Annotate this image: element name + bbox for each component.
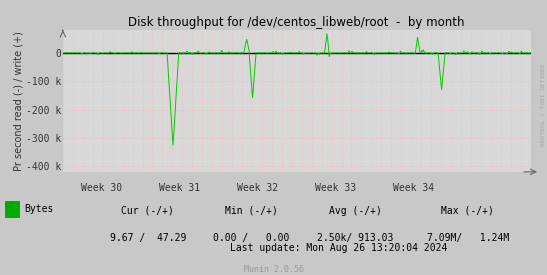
Text: Max (-/+): Max (-/+) <box>441 206 494 216</box>
Text: Week 30: Week 30 <box>81 183 123 193</box>
Text: 0.00 /   0.00: 0.00 / 0.00 <box>213 233 290 243</box>
Title: Disk throughput for /dev/centos_libweb/root  -  by month: Disk throughput for /dev/centos_libweb/r… <box>129 16 465 29</box>
Text: 9.67 /  47.29: 9.67 / 47.29 <box>109 233 186 243</box>
Text: Week 33: Week 33 <box>315 183 356 193</box>
Text: Avg (-/+): Avg (-/+) <box>329 206 382 216</box>
Text: 2.50k/ 913.03: 2.50k/ 913.03 <box>317 233 394 243</box>
Text: RRDTOOL / TOBI OETIKER: RRDTOOL / TOBI OETIKER <box>540 63 546 146</box>
Text: Munin 2.0.56: Munin 2.0.56 <box>243 265 304 274</box>
Text: Week 32: Week 32 <box>237 183 278 193</box>
Text: Min (-/+): Min (-/+) <box>225 206 278 216</box>
Text: Last update: Mon Aug 26 13:20:04 2024: Last update: Mon Aug 26 13:20:04 2024 <box>230 243 448 253</box>
Text: Cur (-/+): Cur (-/+) <box>121 206 174 216</box>
Y-axis label: Pr second read (-) / write (+): Pr second read (-) / write (+) <box>14 31 24 171</box>
Text: Week 34: Week 34 <box>393 183 434 193</box>
Text: Week 31: Week 31 <box>159 183 200 193</box>
Text: Bytes: Bytes <box>25 204 54 214</box>
Text: 7.09M/   1.24M: 7.09M/ 1.24M <box>427 233 509 243</box>
